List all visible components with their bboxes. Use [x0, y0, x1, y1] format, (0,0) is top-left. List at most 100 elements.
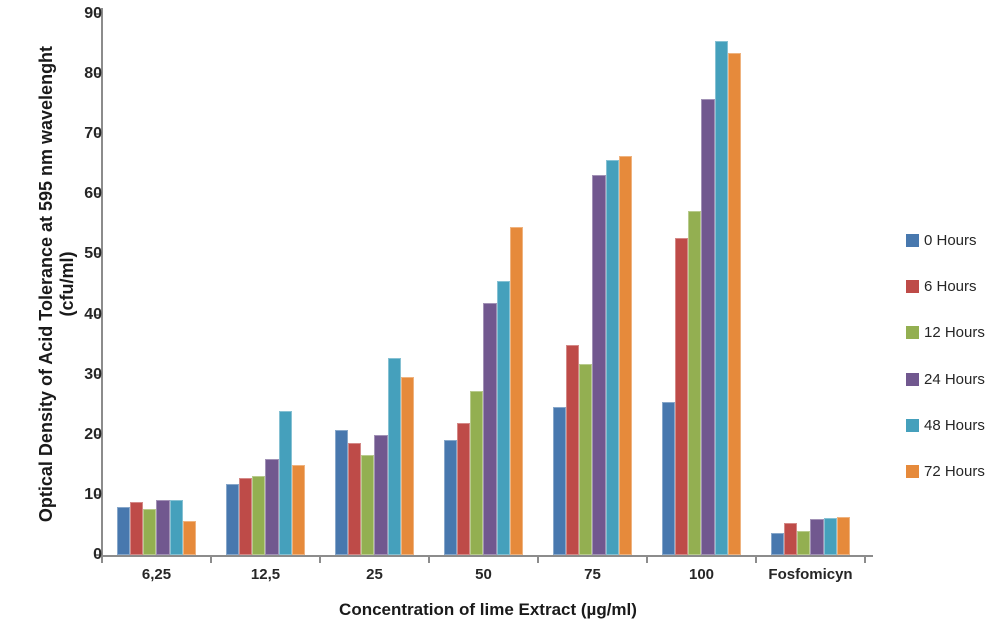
x-tick [319, 557, 321, 563]
y-tick [95, 253, 102, 256]
bar-group-12,5 [225, 410, 306, 555]
legend-swatch-icon [906, 372, 919, 386]
x-tick [101, 557, 103, 563]
legend-swatch-icon [906, 280, 919, 294]
y-tick [95, 493, 102, 496]
bar-group-50 [443, 226, 524, 555]
legend-item-6-hours: 6 Hours [906, 278, 977, 295]
bar-0-hours-Fosfomicyn [770, 532, 784, 555]
bar-0-hours-25 [334, 430, 348, 555]
bar-group-Fosfomicyn [770, 516, 851, 555]
legend-label: 72 Hours [924, 463, 985, 480]
y-tick [95, 373, 102, 376]
x-axis [101, 555, 873, 557]
x-tick-label-100: 100 [688, 566, 715, 583]
x-tick [537, 557, 539, 563]
legend-swatch-icon [906, 234, 919, 247]
bar-group-75 [552, 155, 633, 555]
bar-12-hours-Fosfomicyn [797, 531, 811, 555]
bar-48-hours-6,25 [169, 500, 184, 555]
y-tick-label: 80 [84, 65, 102, 83]
x-tick-label-12,5: 12,5 [250, 566, 281, 583]
bar-72-hours-25 [401, 376, 415, 555]
bar-24-hours-25 [374, 435, 388, 555]
legend-item-0-hours: 0 Hours [906, 232, 977, 249]
bar-48-hours-12,5 [278, 410, 293, 555]
bar-6-hours-75 [565, 344, 580, 555]
bar-group-100 [661, 41, 742, 555]
bar-24-hours-100 [701, 99, 715, 555]
legend-label: 0 Hours [924, 232, 977, 249]
bar-6-hours-6,25 [129, 502, 144, 555]
y-tick-label: 40 [84, 305, 102, 323]
y-tick [95, 193, 102, 196]
bar-48-hours-50 [496, 280, 511, 555]
x-tick-label-50: 50 [475, 566, 492, 583]
legend-swatch-icon [906, 418, 919, 432]
y-tick [95, 133, 102, 136]
y-tick-label: 50 [84, 245, 102, 263]
x-tick-label-Fosfomicyn: Fosfomicyn [768, 566, 853, 583]
y-tick-label: 70 [84, 125, 102, 143]
legend-item-12-hours: 12 Hours [906, 324, 985, 341]
y-tick-label: 10 [84, 485, 102, 503]
bar-72-hours-12,5 [292, 464, 306, 555]
bar-6-hours-12,5 [238, 477, 253, 555]
bar-24-hours-12,5 [265, 458, 279, 555]
x-tick [210, 557, 212, 563]
bar-12-hours-12,5 [252, 475, 266, 555]
x-tick-label-25: 25 [366, 566, 383, 583]
bar-72-hours-100 [728, 53, 742, 555]
legend-swatch-icon [906, 465, 919, 478]
bar-0-hours-100 [661, 402, 675, 555]
bar-72-hours-50 [510, 226, 524, 555]
bar-72-hours-75 [619, 155, 633, 555]
y-tick [95, 554, 102, 556]
bar-6-hours-50 [456, 422, 471, 555]
bar-48-hours-100 [714, 41, 729, 555]
bar-6-hours-25 [347, 443, 362, 555]
bar-group-25 [334, 357, 415, 555]
bar-12-hours-25 [361, 454, 375, 555]
bar-0-hours-12,5 [225, 484, 239, 555]
legend-label: 24 Hours [924, 370, 985, 388]
bar-group-6,25 [116, 500, 197, 555]
legend-item-48-hours: 48 Hours [906, 417, 985, 434]
y-tick-label: 0 [93, 546, 102, 563]
x-axis-title: Concentration of lime Extract (µg/ml) [339, 600, 637, 619]
x-tick [646, 557, 648, 563]
bar-48-hours-25 [387, 357, 402, 555]
bar-6-hours-100 [674, 237, 689, 555]
y-tick [95, 73, 102, 76]
x-tick [428, 557, 430, 563]
y-tick-label: 60 [84, 185, 102, 203]
y-tick [95, 13, 102, 15]
bar-24-hours-75 [592, 174, 606, 555]
y-tick-label: 20 [84, 425, 102, 443]
bar-6-hours-Fosfomicyn [783, 523, 798, 555]
bar-72-hours-6,25 [183, 521, 197, 555]
legend-label: 12 Hours [924, 324, 985, 342]
legend-swatch-icon [906, 326, 919, 340]
legend-item-24-hours: 24 Hours [906, 371, 985, 388]
legend-item-72-hours: 72 Hours [906, 463, 985, 480]
bar-48-hours-Fosfomicyn [823, 518, 838, 555]
x-tick-label-6,25: 6,25 [141, 566, 172, 583]
x-tick [755, 557, 757, 563]
x-tick-label-75: 75 [584, 566, 601, 583]
y-tick [95, 433, 102, 436]
bar-24-hours-Fosfomicyn [810, 518, 824, 555]
bar-12-hours-75 [579, 363, 593, 555]
bar-24-hours-50 [483, 302, 497, 555]
legend-label: 6 Hours [924, 278, 977, 296]
y-axis [101, 8, 103, 557]
bar-48-hours-75 [605, 160, 620, 555]
bar-12-hours-50 [470, 390, 484, 555]
bar-0-hours-50 [443, 439, 457, 555]
bar-12-hours-100 [688, 211, 702, 555]
legend-label: 48 Hours [924, 416, 985, 434]
bar-0-hours-75 [552, 406, 566, 555]
y-tick-label: 90 [84, 5, 102, 22]
y-tick-label: 30 [84, 365, 102, 383]
